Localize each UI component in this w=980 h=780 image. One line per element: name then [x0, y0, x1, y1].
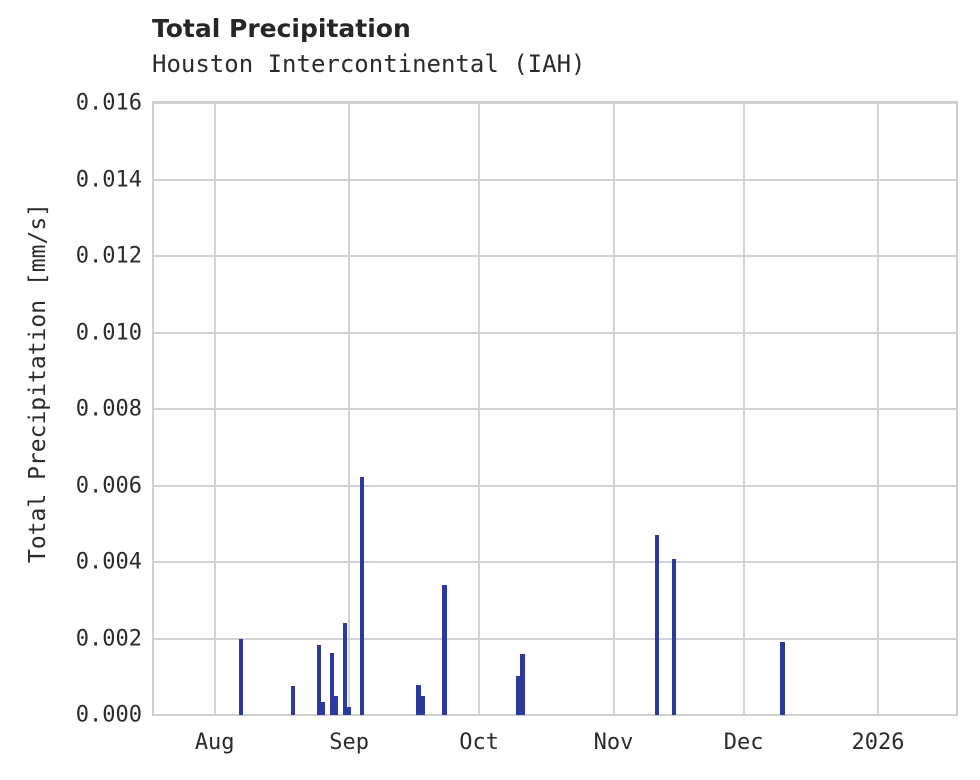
- x-tick-label: 2026: [851, 730, 905, 755]
- x-tick-label: Dec: [723, 730, 764, 755]
- bar: [333, 695, 339, 715]
- bar: [342, 623, 347, 715]
- bar: [654, 534, 659, 715]
- y-gridline: [154, 561, 956, 563]
- bar: [238, 638, 243, 715]
- x-tick-label: Nov: [593, 730, 634, 755]
- bar: [359, 477, 365, 715]
- y-gridline: [154, 484, 956, 487]
- y-tick-label: 0.010: [75, 320, 142, 345]
- x-gridline: [876, 103, 879, 715]
- x-gridline: [213, 103, 216, 715]
- y-gridline: [154, 331, 956, 334]
- bar: [672, 558, 677, 715]
- y-gridline: [154, 637, 956, 640]
- y-gridline: [154, 714, 956, 715]
- y-axis-tick-labels: 0.000 0.002 0.004 0.006 0.008 0.010 0.012 0.014…: [0, 0, 142, 780]
- x-tick-label: Oct: [459, 730, 499, 755]
- bar: [420, 695, 425, 715]
- y-gridline: [154, 255, 956, 257]
- bar: [780, 642, 785, 715]
- bar: [290, 685, 295, 715]
- y-tick-label: 0.000: [75, 702, 142, 728]
- plot-area: [154, 103, 956, 715]
- bar: [516, 676, 521, 715]
- bar: [320, 702, 326, 715]
- y-tick-label: 0.012: [75, 243, 142, 269]
- y-tick-label: 0.002: [75, 626, 142, 651]
- y-tick-label: 0.014: [75, 167, 142, 192]
- x-gridline: [612, 103, 615, 715]
- y-gridline: [154, 408, 956, 410]
- y-gridline: [154, 178, 956, 181]
- bar: [442, 585, 447, 715]
- x-tick-label: Sep: [329, 730, 369, 755]
- bar: [329, 653, 334, 715]
- chart-title: Total Precipitation: [152, 14, 411, 43]
- chart-subtitle: Houston Intercontinental (IAH): [152, 50, 586, 78]
- x-gridline: [742, 103, 745, 715]
- y-tick-label: 0.016: [75, 90, 142, 116]
- x-tick-label: Aug: [194, 730, 235, 755]
- bar: [520, 654, 525, 715]
- bar: [316, 645, 321, 715]
- bar: [416, 684, 421, 715]
- x-gridline: [478, 103, 481, 715]
- bar: [346, 706, 352, 715]
- x-gridline: [348, 103, 351, 715]
- y-gridline: [154, 103, 956, 104]
- y-tick-label: 0.006: [75, 473, 142, 498]
- y-tick-label: 0.004: [75, 549, 142, 575]
- y-tick-label: 0.008: [75, 396, 142, 422]
